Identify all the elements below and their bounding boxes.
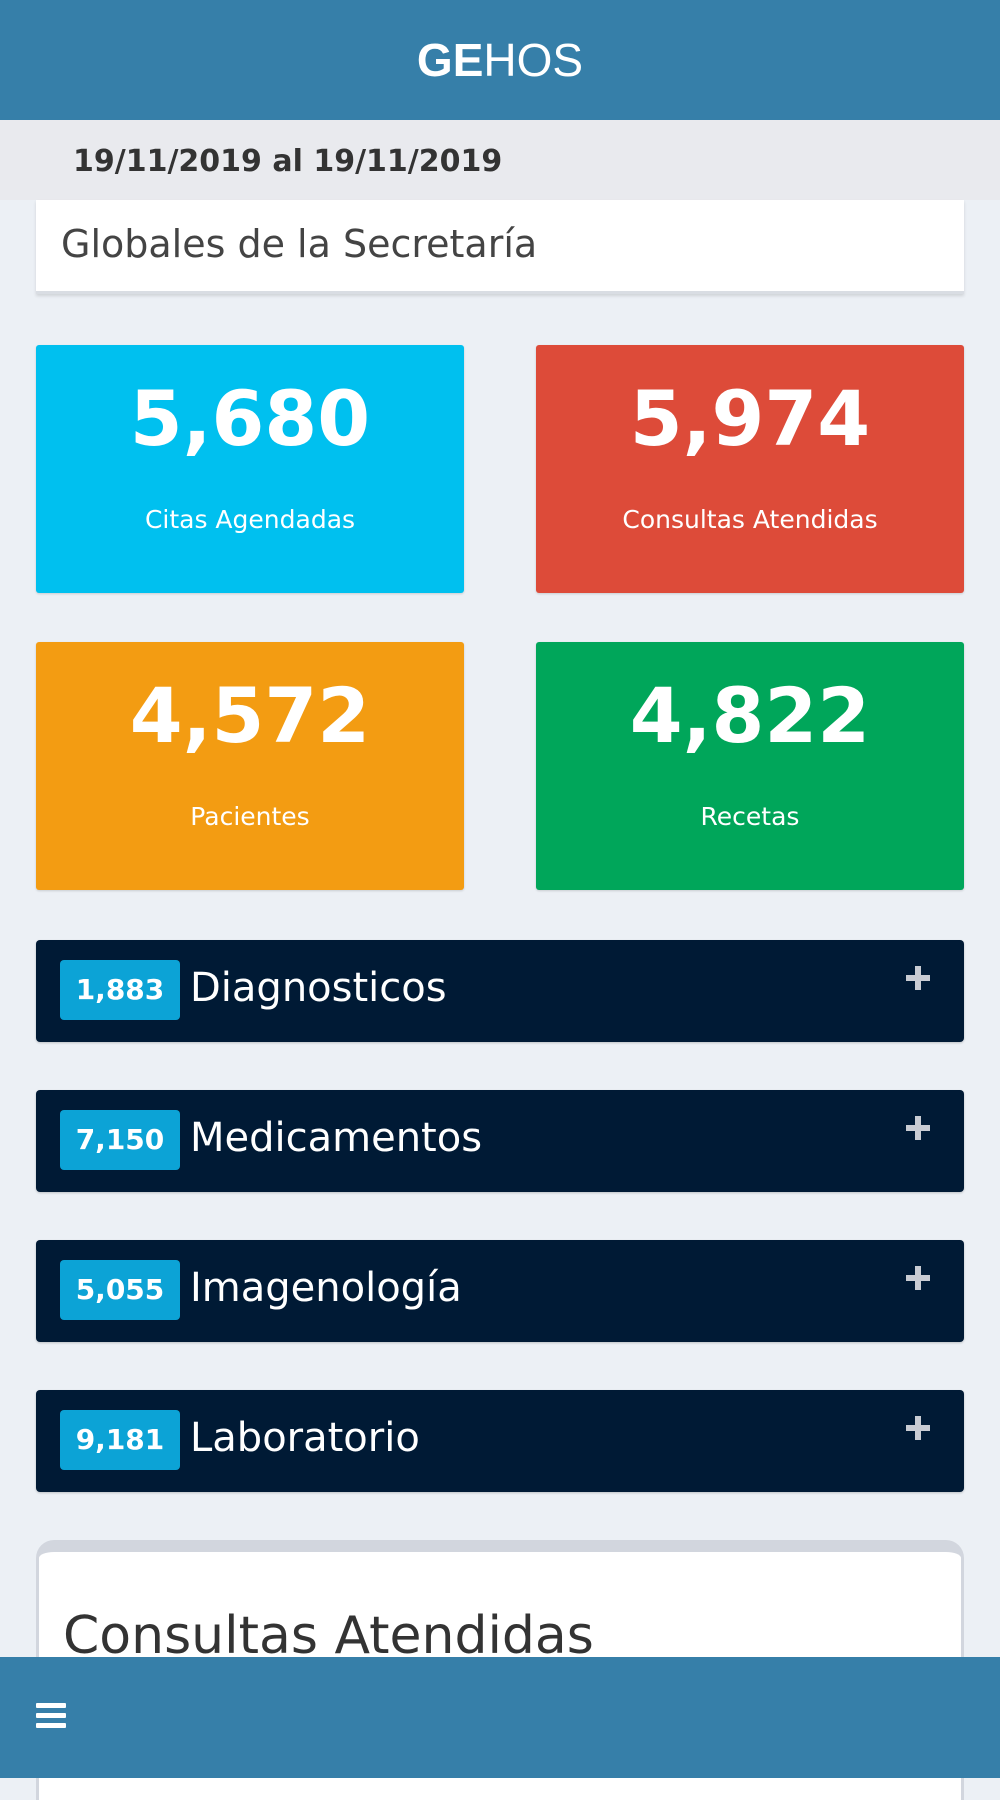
stat-value: 4,822 [629, 671, 871, 760]
accordion-row-diagnosticos[interactable]: 1,883 Diagnosticos [36, 940, 964, 1042]
logo-bold-part: GE [416, 34, 484, 86]
accordion-row-label: Laboratorio [190, 1415, 420, 1461]
stat-tile-consultas-atendidas[interactable]: 5,974 Consultas Atendidas [536, 345, 964, 593]
section-title-card: Globales de la Secretaría [36, 200, 964, 294]
stat-tile-pacientes[interactable]: 4,572 Pacientes [36, 642, 464, 890]
stat-value: 4,572 [129, 671, 371, 760]
accordion-row-label: Medicamentos [190, 1115, 483, 1161]
count-badge: 5,055 [60, 1260, 180, 1320]
stat-label: Citas Agendadas [144, 505, 356, 534]
app-logo[interactable]: GEHOS [417, 33, 583, 87]
bottom-nav [0, 1657, 1000, 1778]
count-badge: 1,883 [60, 960, 180, 1020]
menu-icon-bar [36, 1723, 66, 1728]
plus-icon[interactable] [906, 1416, 930, 1440]
plus-icon[interactable] [906, 1116, 930, 1140]
accordion-row-laboratorio[interactable]: 9,181 Laboratorio [36, 1390, 964, 1492]
stat-label: Pacientes [190, 802, 310, 831]
date-bar: 19/11/2019 al 19/11/2019 [0, 120, 1000, 200]
stat-tile-recetas[interactable]: 4,822 Recetas [536, 642, 964, 890]
accordion-row-label: Diagnosticos [190, 965, 447, 1011]
stat-value: 5,680 [129, 374, 371, 463]
stat-label: Recetas [700, 802, 800, 831]
app-header: GEHOS [0, 0, 1000, 120]
accordion-row-medicamentos[interactable]: 7,150 Medicamentos [36, 1090, 964, 1192]
accordion-row-label: Imagenología [190, 1265, 462, 1311]
plus-icon[interactable] [906, 966, 930, 990]
accordion-row-imagenologia[interactable]: 5,055 Imagenología [36, 1240, 964, 1342]
plus-icon[interactable] [906, 1266, 930, 1290]
count-badge: 9,181 [60, 1410, 180, 1470]
section-title: Globales de la Secretaría [61, 222, 538, 266]
logo-light-part: HOS [483, 34, 584, 86]
stat-value: 5,974 [629, 374, 871, 463]
menu-icon-bar [36, 1713, 66, 1718]
chart-card-title: Consultas Atendidas [63, 1606, 594, 1666]
hamburger-menu-icon[interactable] [36, 1703, 66, 1729]
menu-icon-bar [36, 1703, 66, 1708]
stat-tile-citas-agendadas[interactable]: 5,680 Citas Agendadas [36, 345, 464, 593]
stat-label: Consultas Atendidas [622, 505, 878, 534]
count-badge: 7,150 [60, 1110, 180, 1170]
date-range[interactable]: 19/11/2019 al 19/11/2019 [73, 144, 503, 179]
